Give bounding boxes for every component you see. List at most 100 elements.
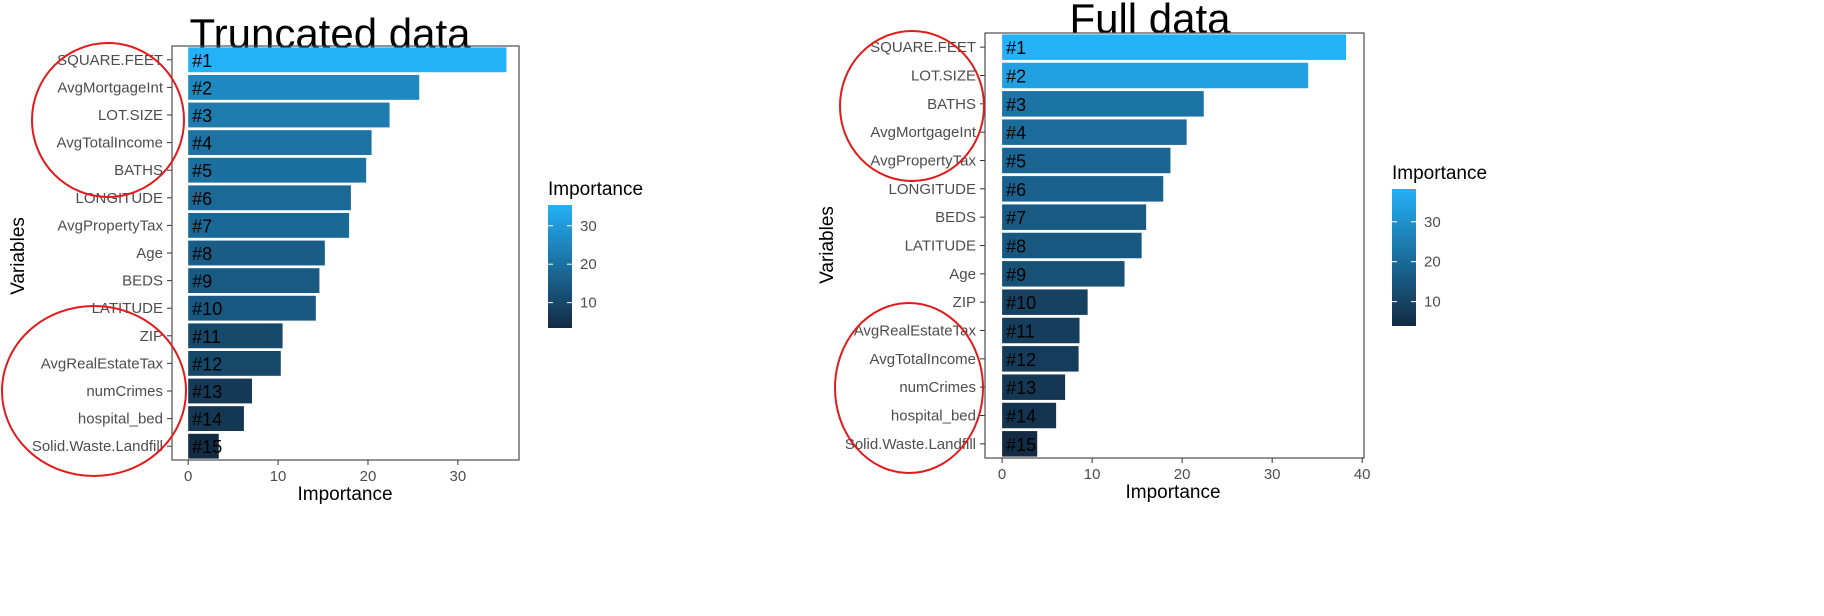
y-tick-label: Age [949,266,976,283]
x-axis-title: Importance [297,484,392,505]
bar-rank-label: #12 [1006,350,1036,370]
truncated-data-panel: Truncated data#1SQUARE.FEET#2AvgMortgage… [1,10,643,505]
bar-7 [1002,204,1147,230]
bar-10 [188,295,316,321]
bar-6 [1002,176,1164,202]
y-tick-label: AvgPropertyTax [57,217,163,234]
legend-colorbar [1392,189,1416,326]
x-tick-label: 0 [998,466,1006,483]
y-tick-label: Age [136,245,163,262]
bar-5 [188,157,367,183]
bar-2 [1002,62,1309,89]
bar-4 [1002,119,1187,145]
bar-rank-label: #7 [192,216,212,236]
bar-13 [1002,374,1066,400]
y-tick-label: AvgPropertyTax [870,153,976,170]
y-tick-label: AvgRealEstateTax [41,355,164,372]
bar-rank-label: #5 [192,161,212,181]
bar-3 [1002,91,1204,117]
bar-rank-label: #3 [1006,95,1026,115]
bar-12 [188,350,281,376]
plot-frame [984,32,1365,459]
legend-tick-label: 30 [1424,214,1441,231]
y-tick-label: AvgTotalIncome [57,135,163,152]
bar-5 [1002,147,1171,174]
y-tick-label: Solid.Waste.Landfill [845,436,976,453]
y-tick-label: LONGITUDE [888,181,976,198]
bar-6 [188,185,351,211]
y-tick-label: LONGITUDE [75,190,163,207]
legend-tick-label: 10 [580,295,597,312]
bar-rank-label: #6 [192,189,212,209]
bar-rank-label: #12 [192,354,222,374]
bar-12 [1002,346,1079,372]
x-tick-label: 30 [1264,466,1281,483]
bar-4 [188,130,372,156]
bar-11 [188,323,283,349]
bar-rank-label: #11 [1006,322,1035,342]
bar-7 [188,212,350,238]
y-tick-label: numCrimes [899,379,976,396]
bar-rank-label: #8 [192,244,212,264]
bar-rank-label: #9 [1006,265,1026,285]
x-tick-label: 20 [1174,466,1191,483]
y-tick-label: BEDS [935,209,976,226]
bar-15 [188,433,219,459]
annotation-circle [31,42,185,198]
y-tick-label: numCrimes [86,383,163,400]
bar-rank-label: #10 [1006,293,1036,313]
bar-3 [188,102,390,128]
bar-1 [188,47,507,73]
y-tick-label: BATHS [927,96,976,113]
y-tick-label: ZIP [953,294,976,311]
y-tick-label: LOT.SIZE [98,107,163,124]
y-tick-label: LATITUDE [92,300,163,317]
y-tick-label: SQUARE.FEET [870,39,976,56]
legend-colorbar [548,205,572,328]
bar-rank-label: #15 [192,437,222,457]
x-tick-label: 0 [184,468,192,485]
bar-rank-label: #2 [1006,67,1026,87]
bar-rank-label: #1 [192,51,212,71]
bar-rank-label: #13 [1006,378,1036,398]
bar-9 [188,268,320,294]
bar-rank-label: #1 [1006,38,1026,58]
bar-8 [1002,232,1142,259]
x-axis-title: Importance [1125,482,1220,503]
bar-rank-label: #6 [1006,180,1026,200]
y-tick-label: LOT.SIZE [911,68,976,85]
y-tick-label: ZIP [140,328,163,345]
y-axis-title: Variables [8,217,29,295]
legend-tick-label: 10 [1424,294,1441,311]
bar-8 [188,240,325,266]
y-tick-label: AvgTotalIncome [870,351,976,368]
bar-rank-label: #11 [192,327,221,347]
bar-14 [188,406,244,432]
bar-rank-label: #15 [1006,435,1036,455]
y-tick-label: AvgMortgageInt [57,79,163,96]
x-tick-label: 10 [270,468,287,485]
bar-rank-label: #4 [1006,123,1026,143]
y-axis-title: Variables [817,206,838,284]
annotation-circle [834,302,984,474]
bar-10 [1002,289,1088,315]
y-tick-label: BATHS [114,162,163,179]
x-tick-label: 10 [1084,466,1101,483]
bar-rank-label: #14 [1006,407,1036,427]
y-tick-label: Solid.Waste.Landfill [32,438,163,455]
bar-13 [188,378,253,404]
plot-frame [171,45,520,461]
legend-title: Importance [1392,163,1487,184]
y-tick-label: BEDS [122,273,163,290]
y-tick-label: LATITUDE [905,238,976,255]
legend-tick-label: 30 [580,218,597,235]
bar-9 [1002,261,1125,287]
bar-rank-label: #13 [192,382,222,402]
bar-rank-label: #8 [1006,237,1026,257]
x-tick-label: 30 [450,468,467,485]
legend-tick-label: 20 [580,256,597,273]
bar-1 [1002,34,1346,60]
bar-rank-label: #9 [192,272,212,292]
bar-rank-label: #7 [1006,208,1026,228]
